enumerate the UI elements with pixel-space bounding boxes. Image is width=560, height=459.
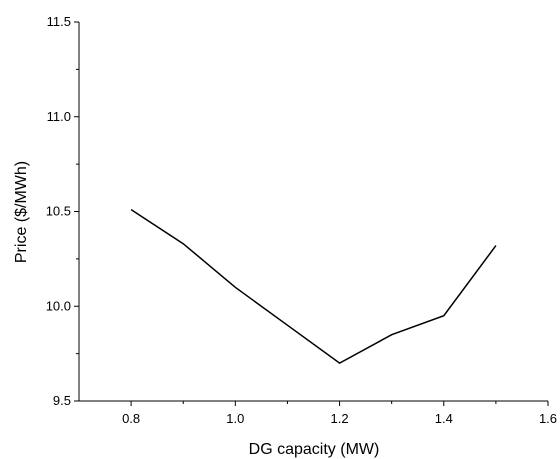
y-tick-label: 9.5 xyxy=(53,393,71,408)
x-axis-title: DG capacity (MW) xyxy=(249,441,380,458)
y-tick-label: 10.5 xyxy=(46,204,71,219)
series-line xyxy=(130,208,497,364)
x-tick-label: 1.0 xyxy=(226,411,244,426)
y-tick-label: 11.5 xyxy=(47,14,71,29)
y-axis-title: Price ($/MWh) xyxy=(13,161,30,263)
x-tick-label: 1.2 xyxy=(331,411,349,426)
x-tick-label: 0.8 xyxy=(122,411,140,426)
y-tick-label: 10.0 xyxy=(46,298,71,313)
x-axis: 0.8 1.0 1.2 1.4 1.6 xyxy=(79,400,557,426)
x-tick-label: 1.4 xyxy=(435,411,453,426)
y-axis: 9.5 10.0 10.5 11.0 11.5 xyxy=(46,14,80,408)
y-tick-label: 11.0 xyxy=(47,109,71,124)
series-layer xyxy=(130,208,497,364)
x-tick-label: 1.6 xyxy=(539,411,557,426)
